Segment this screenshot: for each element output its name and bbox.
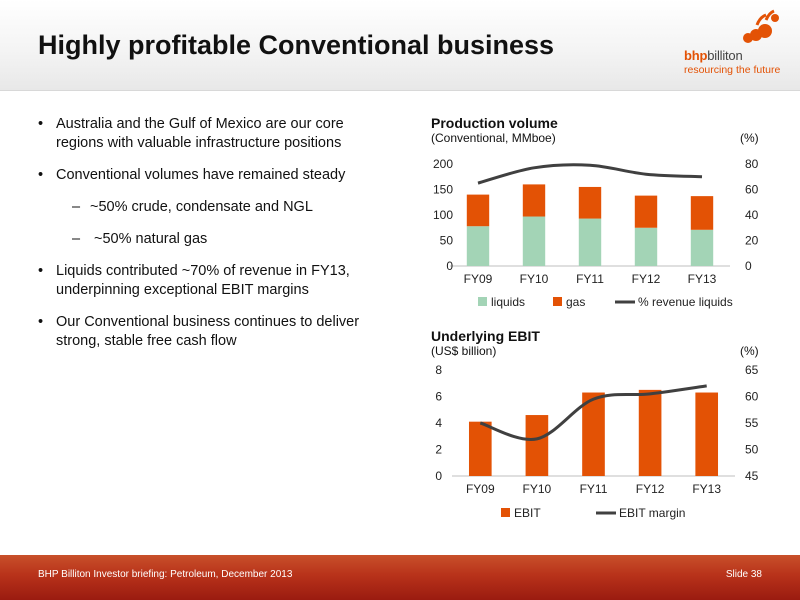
line-ebit-margin bbox=[479, 384, 707, 441]
y-tick-label: 100 bbox=[433, 208, 453, 222]
line--revenue-liquids bbox=[477, 163, 703, 185]
logo-wordmark: bhpbilliton bbox=[684, 48, 743, 63]
slide-title: Highly profitable Conventional business bbox=[38, 30, 555, 60]
legend-label-ebit-margin: EBIT margin bbox=[619, 506, 685, 520]
y-tick-label: 150 bbox=[433, 183, 453, 197]
legend-swatch-ebit bbox=[501, 508, 510, 517]
slide-footer: BHP Billiton Investor briefing: Petroleu… bbox=[0, 555, 800, 600]
legend-label-gas: gas bbox=[566, 295, 585, 309]
legend-swatch-liquids bbox=[478, 297, 487, 306]
y2-tick-label: 65 bbox=[745, 363, 759, 377]
x-tick-label: FY09 bbox=[466, 482, 495, 496]
x-tick-label: FY13 bbox=[688, 272, 717, 286]
y2-tick-label: 55 bbox=[745, 416, 759, 430]
x-tick-label: FY13 bbox=[692, 482, 721, 496]
chart1-subtitle: (Conventional, MMboe) bbox=[431, 131, 556, 145]
y2-tick-label: 60 bbox=[745, 390, 759, 404]
bar-gas bbox=[466, 194, 490, 227]
x-tick-label: FY11 bbox=[580, 482, 608, 496]
x-tick-label: FY09 bbox=[464, 272, 493, 286]
bar-liquids bbox=[466, 226, 490, 266]
bar-liquids bbox=[690, 229, 714, 266]
bar-ebit bbox=[582, 392, 605, 476]
y2-tick-label: 60 bbox=[745, 183, 759, 197]
logo-tagline: resourcing the future bbox=[684, 64, 781, 76]
y2-tick-label: 0 bbox=[745, 259, 752, 273]
y-tick-label: 8 bbox=[435, 363, 442, 377]
y2-tick-label: 40 bbox=[745, 208, 759, 222]
bar-liquids bbox=[634, 227, 658, 266]
sub-bullet-item: – ~50% natural gas bbox=[72, 231, 208, 247]
bar-gas bbox=[634, 195, 658, 228]
x-tick-label: FY10 bbox=[520, 272, 549, 286]
legend-label-liquids: liquids bbox=[491, 295, 525, 309]
y2-tick-label: 45 bbox=[745, 469, 759, 483]
y-tick-label: 0 bbox=[446, 259, 453, 273]
bar-ebit bbox=[525, 415, 549, 476]
chart1-title: Production volume bbox=[431, 115, 558, 131]
bullet-item: Our Conventional business continues to d… bbox=[38, 313, 378, 351]
y2-tick-label: 80 bbox=[745, 157, 759, 171]
y-tick-label: 6 bbox=[435, 390, 442, 404]
chart2-secondary-axis-label: (%) bbox=[740, 344, 759, 358]
bar-ebit bbox=[695, 392, 719, 476]
legend-label--revenue-liquids: % revenue liquids bbox=[638, 295, 733, 309]
y2-tick-label: 50 bbox=[745, 443, 759, 457]
bullet-list: Australia and the Gulf of Mexico are our… bbox=[38, 115, 378, 364]
y-tick-label: 0 bbox=[435, 469, 442, 483]
chart2-subtitle: (US$ billion) bbox=[431, 344, 497, 358]
bar-liquids bbox=[578, 218, 602, 266]
chart1-secondary-axis-label: (%) bbox=[740, 131, 759, 145]
chart2-title: Underlying EBIT bbox=[431, 328, 540, 344]
bar-gas bbox=[522, 184, 546, 217]
dash-marker: – bbox=[72, 231, 81, 247]
bar-gas bbox=[578, 186, 602, 219]
bar-ebit bbox=[468, 421, 492, 476]
legend-swatch-gas bbox=[553, 297, 562, 306]
company-logo: bhpbilliton resourcing the future bbox=[678, 8, 788, 78]
slide-header: Highly profitable Conventional business … bbox=[0, 0, 800, 91]
x-tick-label: FY10 bbox=[523, 482, 552, 496]
y-tick-label: 2 bbox=[435, 443, 442, 457]
bullet-item: Liquids contributed ~70% of revenue in F… bbox=[38, 262, 378, 300]
legend-label-ebit: EBIT bbox=[514, 506, 541, 520]
x-tick-label: FY12 bbox=[636, 482, 665, 496]
slide-number: Slide 38 bbox=[725, 569, 762, 580]
bar-gas bbox=[690, 196, 714, 230]
x-tick-label: FY11 bbox=[576, 272, 604, 286]
y-tick-label: 4 bbox=[435, 416, 442, 430]
x-tick-label: FY12 bbox=[632, 272, 661, 286]
y2-tick-label: 20 bbox=[745, 234, 759, 248]
y-tick-label: 50 bbox=[440, 234, 454, 248]
footer-caption: BHP Billiton Investor briefing: Petroleu… bbox=[38, 569, 293, 580]
y-tick-label: 200 bbox=[433, 157, 453, 171]
bullet-item: Conventional volumes have remained stead… bbox=[38, 166, 378, 185]
bullet-item: Australia and the Gulf of Mexico are our… bbox=[38, 115, 378, 153]
bar-ebit bbox=[638, 389, 662, 476]
bar-liquids bbox=[522, 216, 546, 266]
dash-marker: – bbox=[72, 199, 81, 215]
logo-mark-icon bbox=[743, 9, 779, 43]
sub-bullet-item: – ~50% crude, condensate and NGL bbox=[72, 199, 313, 215]
